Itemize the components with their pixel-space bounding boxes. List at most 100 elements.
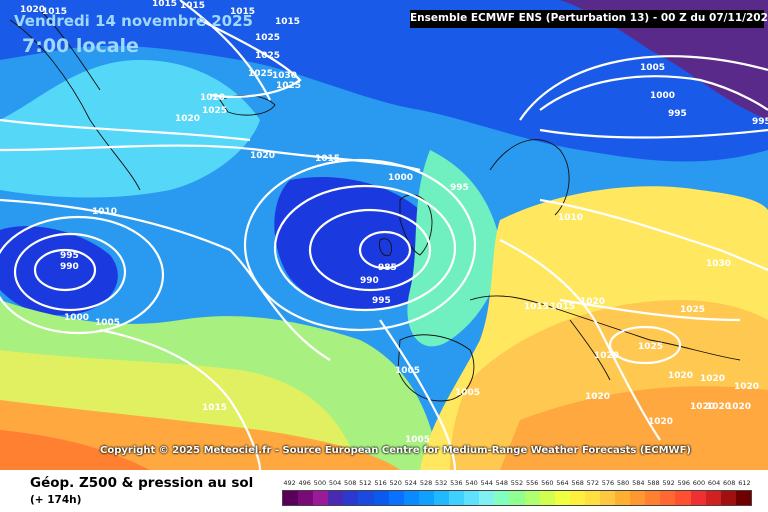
isobar-low-w-inner [33, 248, 97, 292]
isobar-label: 1020 [706, 402, 731, 412]
scale-cell [660, 491, 676, 505]
scale-label: 496 [298, 479, 311, 487]
isobar-label: 985 [378, 263, 397, 273]
scale-cell [705, 491, 721, 505]
coastlines [9, 9, 741, 402]
scale-label: 516 [374, 479, 387, 487]
scale-cell [358, 491, 374, 505]
isobar-europe-2 [539, 198, 768, 272]
isobar-1010-band [0, 198, 331, 361]
scale-label: 492 [283, 479, 296, 487]
isobar-low-c-2 [308, 208, 432, 292]
scale-label: 584 [632, 479, 645, 487]
isobar-label: 1025 [276, 81, 301, 91]
scale-label: 528 [419, 479, 433, 487]
isobar-label: 995 [372, 296, 391, 306]
isobar-label: 1020 [668, 371, 693, 381]
isobar-low-w-mid [13, 232, 127, 312]
isobar-labels: 1020 1015 1015 1015 1015 1015 1025 1025 … [20, 0, 768, 445]
isobar-label: 1020 [734, 382, 759, 392]
scale-cell [298, 491, 314, 505]
isobar-label: 1020 [585, 392, 610, 402]
isobar-label: 1010 [558, 213, 583, 223]
greenland-coast [9, 9, 141, 191]
scale-label: 560 [541, 479, 554, 487]
isobar-high-ne-2 [519, 55, 768, 121]
isobar-label: 1025 [248, 69, 273, 79]
scale-label: 524 [404, 479, 418, 487]
scale-label: 540 [465, 479, 478, 487]
isobar-low-c-3 [273, 184, 457, 312]
isobar-label: 1020 [250, 151, 275, 161]
isobar-label: 1005 [95, 318, 120, 328]
isobar-label: 1005 [395, 366, 420, 376]
scale-label: 500 [313, 479, 327, 487]
isobar-low-w-outer [0, 215, 165, 335]
isobar-label: 1020 [175, 114, 200, 124]
scale-cell [494, 491, 510, 505]
isobar-europe-1 [499, 239, 661, 441]
scale-label: 572 [586, 479, 600, 487]
scale-cell [690, 491, 706, 505]
isobar-high-ne-1 [539, 75, 768, 111]
fill-deep-blue-low-west [0, 226, 118, 316]
scale-label: 604 [707, 479, 721, 487]
isobar-label: 1015 [230, 7, 255, 17]
scale-label: 576 [601, 479, 615, 487]
legend-subtitle: (+ 174h) [30, 494, 82, 506]
isobar-label: 1030 [706, 259, 731, 269]
british-isles-coast [379, 194, 433, 257]
isobar-label: 1020 [594, 351, 619, 361]
isobar-high-ne-3 [539, 128, 768, 139]
scale-label: 596 [677, 479, 690, 487]
scale-label: 548 [495, 479, 509, 487]
scale-cell [569, 491, 585, 505]
isobar-1020-band [0, 118, 251, 142]
isobar-label: 1020 [20, 5, 45, 15]
scale-label: 592 [662, 479, 675, 487]
isobar-label: 995 [668, 109, 687, 119]
isobar-label: 1005 [640, 63, 665, 73]
legend-footer: Géop. Z500 & pression au sol (+ 174h) 49… [0, 470, 768, 512]
scale-label: 520 [389, 479, 402, 487]
scale-cell [464, 491, 480, 505]
scale-cell [328, 491, 344, 505]
scale-label: 552 [510, 479, 524, 487]
isobar-low-c-1 [358, 230, 412, 270]
isobar-label: 1020 [690, 402, 715, 412]
isobar-greenland-high [199, 19, 302, 98]
scale-cell [539, 491, 555, 505]
scale-cell [449, 491, 465, 505]
scale-cell [433, 491, 450, 505]
scale-cell [584, 491, 600, 505]
isobar-label: 995 [450, 183, 469, 193]
scale-cell [720, 491, 736, 505]
forecast-date: Vendredi 14 novembre 2025 [14, 12, 253, 30]
scale-cell [373, 491, 389, 505]
scale-label: 608 [723, 479, 736, 487]
scale-cell [599, 491, 616, 505]
isobar-label: 1020 [700, 374, 725, 384]
fill-red-orange-sw [0, 430, 150, 470]
scale-label: 580 [616, 479, 630, 487]
italy-coast [569, 319, 611, 381]
scale-cell [735, 491, 751, 505]
scale-cell [615, 491, 631, 505]
isobar-1015-band [0, 144, 421, 172]
isobar-label: 1015 [524, 302, 549, 312]
isobar-label: 990 [60, 262, 79, 272]
isobar-label: 1015 [152, 0, 177, 9]
color-scale-labels: 492 496 500 504 508 512 516 520 524 528 532 536 540 5… [282, 479, 752, 489]
weather-map: 1020 1015 1015 1015 1015 1015 1025 1025 … [0, 0, 768, 470]
isobar-label: 1020 [726, 402, 751, 412]
scale-cell [313, 491, 329, 505]
scale-label: 568 [571, 479, 584, 487]
scale-label: 544 [480, 479, 493, 487]
isobars [0, 0, 768, 470]
legend-title: Géop. Z500 & pression au sol [30, 475, 254, 491]
fill-orange-se [500, 386, 768, 470]
fill-cyan-greenland [0, 60, 260, 198]
isobar-label: 1025 [680, 305, 705, 315]
isobar-label: 1005 [405, 435, 430, 445]
